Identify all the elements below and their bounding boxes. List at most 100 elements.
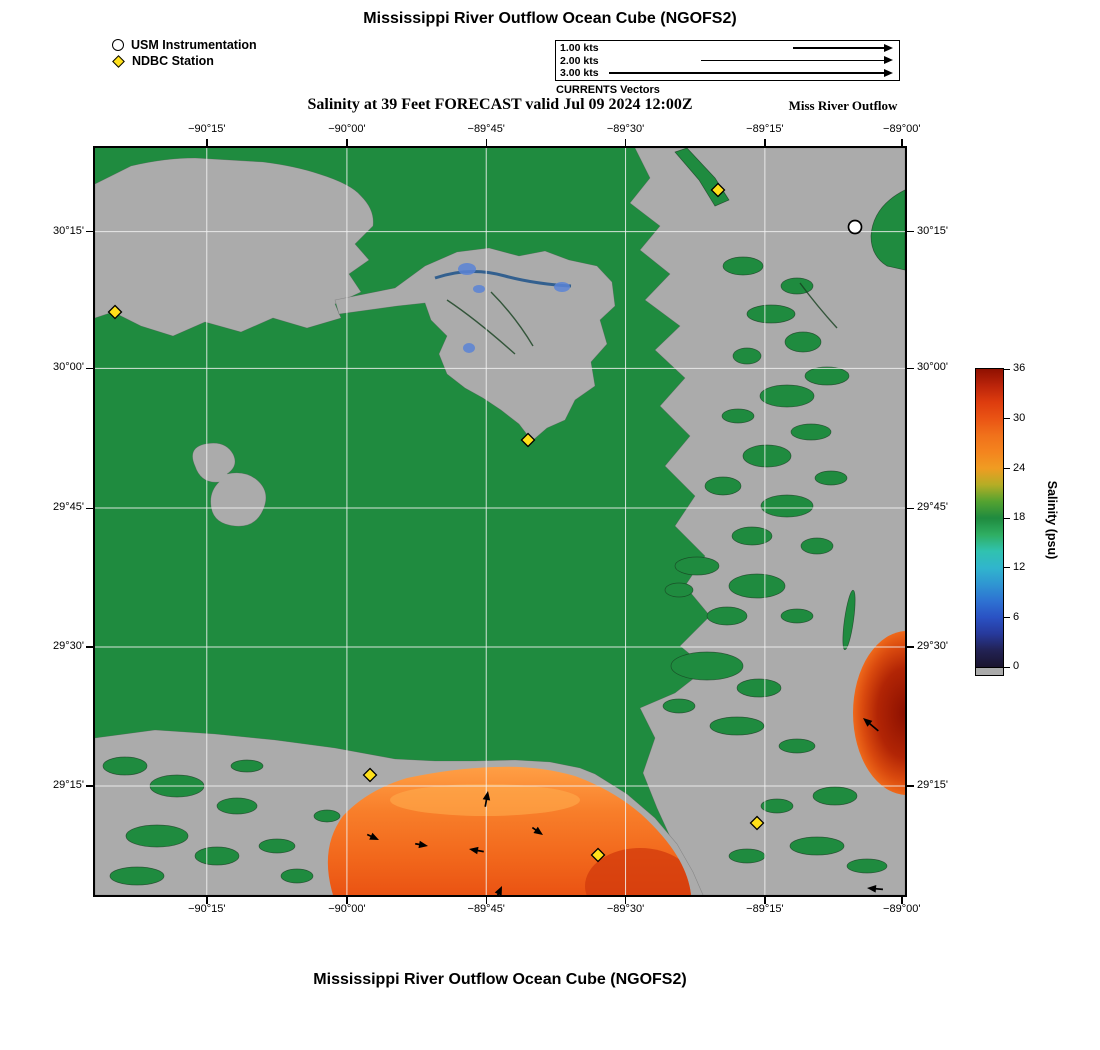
gulf-bright-band	[390, 784, 580, 816]
river-plume-spots	[458, 263, 570, 353]
lat-tick-mark	[86, 367, 93, 370]
lon-tick-label-top: −89°15'	[746, 123, 784, 135]
lon-tick-mark	[206, 897, 208, 904]
lon-tick-label-top: −89°45'	[467, 123, 505, 135]
lat-tick-label-left: 30°15'	[53, 224, 84, 237]
current-vector-arrow	[469, 846, 484, 855]
lon-tick-mark	[206, 139, 208, 146]
figure-footer-title: Mississippi River Outflow Ocean Cube (NG…	[313, 971, 687, 988]
gulf-hotspot	[585, 848, 691, 895]
lon-tick-label-bottom: −89°00'	[883, 903, 921, 915]
arrowhead-icon	[884, 43, 893, 52]
lon-tick-mark	[625, 139, 627, 146]
colorbar-tick-mark	[1004, 368, 1010, 370]
current-vector-arrow	[531, 826, 543, 835]
map-frame	[93, 146, 907, 897]
lon-tick-mark	[485, 897, 488, 904]
currents-vector-legend: 1.00 kts 2.00 kts 3.00 kts	[555, 40, 900, 81]
lon-tick-label-top: −90°15'	[188, 123, 226, 135]
currents-vectors-caption: CURRENTS Vectors	[556, 84, 660, 96]
lat-tick-label-left: 30°00'	[53, 361, 84, 374]
marsh-patches	[102, 148, 905, 886]
lon-tick-label-bottom: −89°30'	[606, 903, 645, 915]
vector-arrow-2kt	[701, 56, 893, 65]
lon-tick-mark	[346, 897, 348, 904]
current-vectors	[366, 718, 884, 895]
map-svg	[95, 148, 905, 895]
vector-legend-row-2: 2.00 kts	[556, 55, 899, 68]
lat-tick-mark	[907, 785, 914, 787]
vector-legend-row-1: 1.00 kts	[556, 42, 899, 55]
lon-tick-label-bottom: −89°45'	[467, 903, 505, 915]
colorbar-tick-mark	[1004, 418, 1010, 420]
lon-tick-label-top: −89°30'	[606, 123, 645, 135]
land-islands-west	[192, 442, 267, 527]
marker-legend: USM Instrumentation NDBC Station	[112, 37, 257, 69]
lat-tick-mark	[86, 785, 93, 787]
lat-tick-label-right: 29°45'	[917, 501, 948, 514]
lon-tick-label-bottom: −89°15'	[746, 903, 784, 915]
lat-tick-mark	[907, 231, 914, 233]
lat-tick-mark	[86, 231, 93, 233]
usm-instrumentation-icon	[112, 39, 124, 51]
vector-speed-label-1: 1.00 kts	[560, 42, 599, 54]
lat-tick-mark	[907, 507, 914, 509]
current-vector-arrow	[415, 840, 428, 849]
vector-arrow-3kt	[609, 69, 893, 77]
current-vector-arrow	[366, 832, 379, 840]
colorbar	[975, 368, 1004, 676]
land-central-delta	[334, 247, 616, 442]
lon-tick-mark	[625, 897, 627, 904]
ndbc-station-marker	[749, 815, 765, 831]
lon-tick-mark	[764, 139, 766, 146]
ndbc-station-marker	[107, 304, 123, 320]
ndbc-legend-row: NDBC Station	[112, 53, 257, 69]
current-vector-arrow	[493, 886, 502, 895]
very-high-salinity-bay	[853, 631, 905, 795]
lat-tick-label-right: 30°00'	[917, 361, 948, 374]
vector-legend-row-3: 3.00 kts	[556, 67, 899, 80]
vector-speed-label-3: 3.00 kts	[560, 67, 599, 80]
grid-lines	[95, 148, 905, 895]
lon-tick-label-bottom: −90°15'	[188, 903, 226, 915]
lat-tick-label-right: 30°15'	[917, 224, 948, 237]
lat-tick-mark	[86, 507, 93, 509]
usm-station-marker	[847, 219, 863, 235]
lat-tick-label-left: 29°15'	[53, 778, 84, 791]
ndbc-station-marker	[362, 767, 378, 783]
ndbc-station-marker	[710, 182, 726, 198]
colorbar-tick-label: 12	[1013, 560, 1026, 573]
usm-legend-row: USM Instrumentation	[112, 37, 257, 53]
colorbar-tick-label: 18	[1013, 511, 1026, 524]
lon-tick-mark	[764, 897, 766, 904]
colorbar-tick-label: 0	[1013, 660, 1020, 673]
forecast-subtitle: Salinity at 39 Feet FORECAST valid Jul 0…	[307, 96, 693, 113]
current-vector-arrow	[867, 884, 884, 893]
lon-tick-label-bottom: −90°00'	[328, 903, 366, 915]
marsh-creeks	[446, 282, 838, 355]
colorbar-nan-chip	[976, 667, 1003, 675]
colorbar-tick-label: 30	[1013, 411, 1026, 424]
gulf-salinity-detail	[390, 784, 691, 895]
lon-tick-mark	[485, 139, 488, 146]
figure-title: Mississippi River Outflow Ocean Cube (NG…	[363, 10, 737, 27]
ndbc-station-marker	[520, 432, 536, 448]
lat-tick-mark	[907, 367, 914, 370]
lat-tick-mark	[86, 646, 93, 648]
lat-tick-label-right: 29°15'	[917, 778, 948, 791]
colorbar-tick-label: 6	[1013, 610, 1020, 623]
colorbar-tick-mark	[1004, 567, 1010, 569]
vector-speed-label-2: 2.00 kts	[560, 54, 599, 67]
arrowhead-icon	[884, 69, 893, 77]
ndbc-station-marker	[590, 847, 606, 863]
colorbar-label: Salinity (psu)	[1045, 480, 1059, 560]
colorbar-tick-mark	[1004, 666, 1010, 668]
lat-tick-label-left: 29°45'	[53, 501, 84, 514]
lon-tick-mark	[901, 139, 903, 146]
colorbar-tick-label: 36	[1013, 362, 1026, 375]
colorbar-gradient	[976, 369, 1003, 667]
lon-tick-mark	[346, 139, 348, 146]
miss-river-outflow-label: Miss River Outflow	[788, 98, 898, 113]
ndbc-station-icon	[112, 54, 125, 68]
arrowhead-icon	[884, 56, 893, 65]
